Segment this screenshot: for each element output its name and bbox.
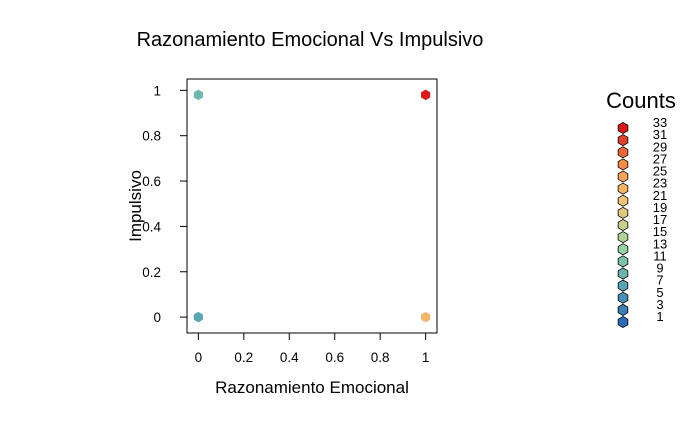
x-tick-label: 0 <box>195 350 203 365</box>
y-tick-label: 1 <box>153 83 161 98</box>
legend-title: Counts <box>606 88 676 113</box>
legend-swatch <box>617 267 629 280</box>
legend-label: 9 <box>656 261 663 276</box>
legend-label: 25 <box>653 164 667 179</box>
legend-label: 33 <box>653 115 667 130</box>
legend-swatch <box>617 315 629 329</box>
hexbin-point <box>421 89 431 101</box>
y-axis-label: Impulsivo <box>126 170 145 242</box>
hexbin-points <box>193 89 431 323</box>
legend-swatch <box>617 170 629 183</box>
legend-swatch <box>617 121 629 135</box>
y-tick-label: 0.8 <box>142 129 161 144</box>
legend-label: 19 <box>653 200 667 215</box>
legend-swatch <box>617 291 629 304</box>
y-axis: 0 0.2 0.4 0.6 0.8 1 <box>142 83 187 325</box>
legend-label: 31 <box>653 127 667 142</box>
legend-swatch <box>617 231 629 244</box>
legend-swatch <box>617 279 629 292</box>
plot-area-border <box>186 78 438 334</box>
chart-title: Razonamiento Emocional Vs Impulsivo <box>137 29 484 51</box>
legend-swatch <box>617 255 629 268</box>
legend-label: 23 <box>653 176 667 191</box>
legend-swatch <box>617 243 629 256</box>
legend-label: 21 <box>653 188 667 203</box>
x-axis-label: Razonamiento Emocional <box>215 378 409 397</box>
hexbin-point <box>421 311 431 323</box>
y-tick-label: 0.4 <box>142 219 161 234</box>
legend-swatch <box>617 158 629 171</box>
legend-label: 1 <box>656 309 663 324</box>
legend-swatch <box>617 182 629 195</box>
legend-label: 3 <box>656 297 663 312</box>
y-tick-label: 0 <box>153 310 161 325</box>
legend-label: 7 <box>656 273 663 288</box>
legend-label: 29 <box>653 139 667 154</box>
x-tick-label: 0.2 <box>234 350 253 365</box>
legend-label: 13 <box>653 236 667 251</box>
legend-swatch <box>617 303 629 316</box>
y-tick-label: 0.2 <box>142 265 161 280</box>
legend-label: 5 <box>656 285 663 300</box>
x-axis: 0 0.2 0.4 0.6 0.8 1 <box>195 333 430 365</box>
legend-label: 11 <box>653 248 667 263</box>
legend-swatch <box>617 206 629 219</box>
legend-swatch <box>617 134 629 147</box>
x-tick-label: 1 <box>422 350 430 365</box>
x-tick-label: 0.8 <box>371 350 390 365</box>
hexbin-point <box>193 311 203 323</box>
hexbin-point <box>193 89 203 101</box>
x-tick-label: 0.6 <box>325 350 344 365</box>
legend-swatch <box>617 218 629 232</box>
legend-swatch <box>617 194 629 207</box>
y-tick-label: 0.6 <box>142 174 161 189</box>
legend-swatch <box>617 146 629 159</box>
legend-label: 17 <box>653 212 667 227</box>
legend-label: 15 <box>653 224 667 239</box>
x-tick-label: 0.4 <box>280 350 299 365</box>
legend-label: 27 <box>653 151 667 166</box>
